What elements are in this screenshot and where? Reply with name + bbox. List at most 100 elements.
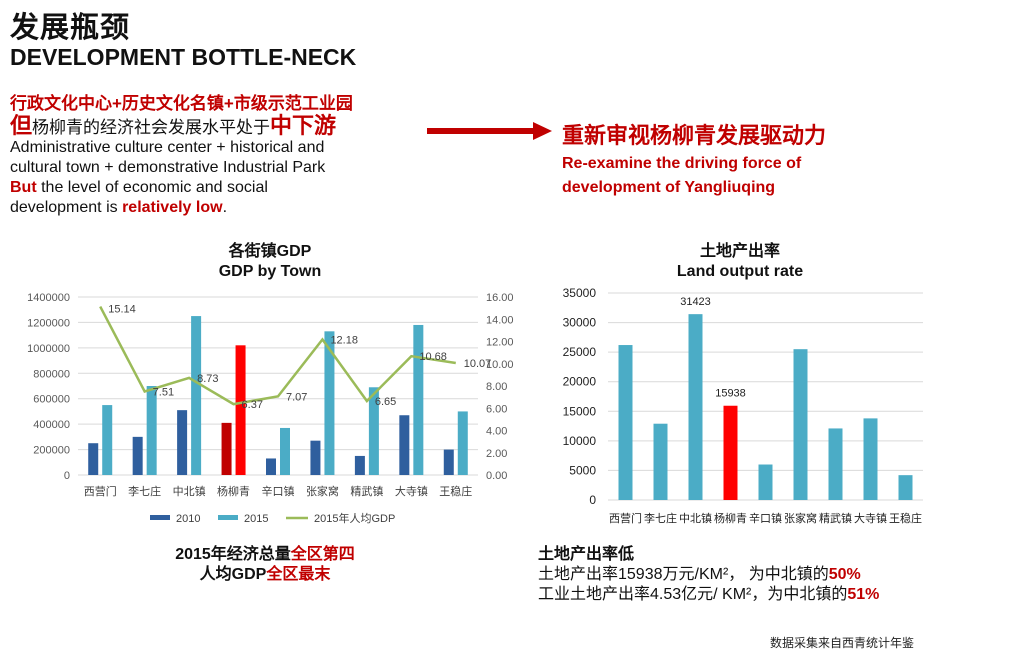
gdp-summary-line1-a: 2015年经济总量	[175, 546, 291, 563]
gdp-chart-title: 各街镇GDP GDP by Town	[170, 242, 370, 282]
gdp-chart-title-en: GDP by Town	[218, 263, 322, 280]
line-data-label: 6.65	[375, 396, 396, 408]
x-tick-label: 大寺镇	[395, 484, 428, 498]
bar-2010	[177, 410, 188, 475]
line-data-label: 7.51	[153, 386, 174, 398]
x-tick-label: 张家窝	[306, 484, 339, 498]
x-tick-label: 杨柳青	[217, 484, 250, 498]
intro-en-line4-prefix: development is	[10, 199, 123, 216]
conclusion-cn: 重新审视杨柳青发展驱动力	[562, 123, 827, 148]
intro-line1: 行政文化中心+历史文化名镇+市级示范工业园	[10, 94, 353, 113]
bar-2015	[280, 427, 290, 475]
intro-en-line4-suffix: .	[222, 199, 228, 216]
gdp-summary: 2015年经济总量全区第四 人均GDP全区最末	[130, 545, 400, 585]
bar-2015	[457, 411, 468, 475]
page-title-en: DEVELOPMENT BOTTLE-NECK	[10, 44, 357, 70]
bar-2010	[266, 458, 276, 475]
bar-2015	[413, 324, 424, 475]
line-data-label: 6.37	[242, 399, 263, 411]
bar-2010	[88, 443, 99, 475]
intro-block: 行政文化中心+历史文化名镇+市级示范工业园 但杨柳青的经济社会发展水平处于中下游…	[10, 94, 430, 218]
y2-tick-label: 14.00	[486, 314, 514, 326]
x-tick-label: 精武镇	[350, 484, 383, 498]
intro-en-line4: development is relatively low.	[10, 198, 430, 218]
x-tick-label: 中北镇	[679, 511, 712, 525]
intro-en-line3: But the level of economic and social	[10, 178, 430, 198]
bar	[758, 464, 773, 500]
bar-2010	[399, 415, 410, 475]
x-tick-label: 王稳庄	[889, 511, 922, 525]
conclusion-en-line2: development of Yangliuqing	[562, 179, 776, 196]
bar-2015	[102, 405, 113, 475]
x-tick-label: 张家窝	[784, 511, 817, 525]
y2-tick-label: 12.00	[486, 337, 514, 349]
land-summary-heading: 土地产出率低	[538, 546, 635, 563]
x-tick-label: 杨柳青	[714, 511, 747, 525]
series-line-per-capita-gdp	[99, 305, 456, 406]
line-data-label: 15.14	[108, 304, 136, 316]
intro-but-cn: 但	[10, 113, 33, 138]
y-tick-label: 10000	[563, 434, 597, 448]
y-tick-label: 20000	[563, 375, 597, 389]
y-tick-label: 800000	[33, 368, 70, 380]
bar	[618, 345, 633, 500]
gdp-chart-title-cn: 各街镇GDP	[228, 243, 312, 260]
land-output-rate-chart: 0 5000 10000 15000 20000 25000 30000 35000 西营门 李七…	[563, 286, 923, 525]
y2-tick-label: 2.00	[486, 448, 507, 460]
page-title-cn: 发展瓶颈	[10, 12, 131, 44]
y-tick-label: 400000	[33, 419, 70, 431]
land-summary-line1-b: 50%	[828, 566, 861, 583]
gdp-summary-line1: 2015年经济总量全区第四	[130, 545, 400, 565]
x-tick-label: 中北镇	[173, 484, 206, 498]
intro-en-line4-em: relatively low	[122, 199, 223, 216]
line-data-label: 10.07	[464, 358, 492, 370]
y2-tick-label: 8.00	[486, 381, 507, 393]
legend-label-2015: 2015	[244, 513, 268, 525]
line-data-label: 7.07	[286, 391, 307, 403]
y2-tick-label: 16.00	[486, 292, 514, 304]
right-arrow-icon	[427, 122, 552, 140]
gdp-summary-line1-b: 全区第四	[290, 546, 355, 563]
y-tick-label: 15000	[563, 404, 597, 418]
legend-label-per-capita-gdp: 2015年人均GDP	[314, 511, 395, 525]
gdp-summary-line2-a: 人均GDP	[199, 566, 267, 583]
x-tick-label: 西营门	[84, 484, 117, 498]
bar	[828, 428, 843, 500]
line-data-label: 10.68	[419, 351, 447, 363]
y-tick-label: 0	[64, 470, 70, 482]
y-tick-label: 1400000	[27, 292, 70, 304]
bar	[688, 314, 703, 500]
legend-swatch-2010	[150, 515, 170, 520]
bar	[723, 405, 738, 500]
bar-2015	[324, 331, 335, 475]
gdp-summary-line2-b: 全区最末	[266, 566, 331, 583]
y-tick-label: 600000	[33, 394, 70, 406]
intro-en-line2: cultural town + demonstrative Industrial…	[10, 159, 326, 176]
conclusion-en-line1: Re-examine the driving force of	[562, 155, 802, 172]
land-summary-line1: 土地产出率15938万元/KM²， 为中北镇的50%	[538, 565, 978, 585]
land-chart-title-en: Land output rate	[676, 263, 804, 280]
intro-en-but: But	[10, 179, 37, 196]
bar-2010	[443, 449, 454, 475]
y-tick-label: 35000	[563, 286, 597, 300]
bar-2010	[310, 440, 321, 475]
gdp-by-town-chart: 0 200000 400000 600000 800000 1000000 1200000 1…	[27, 292, 514, 525]
x-tick-label: 精武镇	[819, 511, 852, 525]
legend-label-2010: 2010	[176, 513, 200, 525]
bar-2015	[368, 387, 379, 475]
gdp-summary-line2: 人均GDP全区最末	[130, 565, 400, 585]
land-summary-line2-a: 工业土地产出率4.53亿元/ KM²，为中北镇的	[538, 586, 848, 603]
intro-line2-mid: 杨柳青的经济社会发展水平处于	[32, 118, 271, 137]
y2-tick-label: 6.00	[486, 403, 507, 415]
y-tick-label: 1000000	[27, 343, 70, 355]
land-chart-title-cn: 土地产出率	[699, 243, 780, 260]
land-summary-line1-a: 土地产出率15938万元/KM²， 为中北镇的	[538, 566, 829, 583]
y-tick-label: 200000	[33, 445, 70, 457]
bar-data-label: 31423	[680, 296, 711, 308]
bar-data-label: 15938	[715, 388, 746, 400]
land-chart-title: 土地产出率 Land output rate	[640, 242, 840, 282]
bar-2010	[354, 455, 365, 475]
land-summary: 土地产出率低 土地产出率15938万元/KM²， 为中北镇的50% 工业土地产出…	[538, 545, 978, 605]
bar-2015	[235, 345, 246, 475]
y2-tick-label: 10.00	[486, 359, 514, 371]
